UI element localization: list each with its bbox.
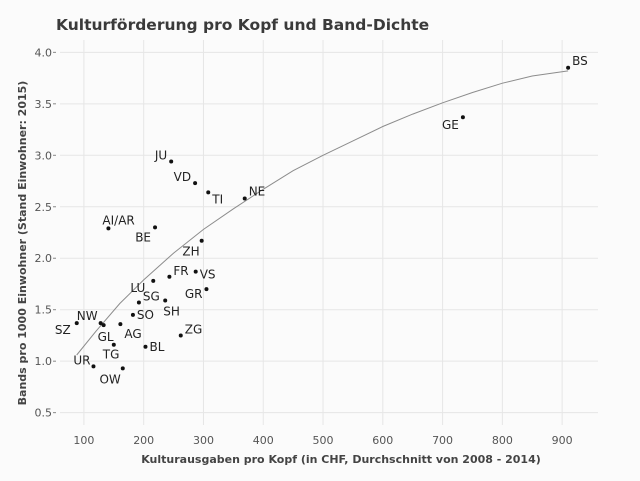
y-tick-label: 3.0 (35, 149, 53, 162)
y-tick-label: 2.5 (35, 201, 53, 214)
point-label: BE (135, 230, 151, 244)
point-label: LU (130, 281, 145, 295)
point-label: GL (98, 330, 114, 344)
x-tick-label: 100 (73, 434, 94, 447)
data-point (153, 225, 158, 230)
y-tick-label: 4.0 (35, 46, 53, 59)
x-tick-label: 700 (432, 434, 453, 447)
point-label: SG (143, 290, 160, 304)
data-point (143, 344, 148, 349)
data-point (167, 274, 172, 279)
point-label: SZ (55, 323, 71, 337)
point-label: VD (174, 170, 191, 184)
data-point (136, 300, 141, 305)
data-point (151, 278, 156, 283)
point-label: SH (163, 304, 180, 318)
y-tick-label: 0.5 (35, 407, 53, 420)
point-label: GR (185, 287, 203, 301)
data-point (130, 312, 135, 317)
data-point (111, 342, 116, 347)
point-label: ZG (185, 322, 203, 336)
point-label: BS (572, 54, 588, 68)
point-label: OW (99, 372, 120, 386)
data-point (74, 321, 79, 326)
x-tick-label: 500 (313, 434, 334, 447)
point-label: FR (173, 264, 188, 278)
data-point (566, 65, 571, 70)
y-axis-title: Bands pro 1000 Einwohner (Stand Einwohne… (16, 81, 29, 406)
data-point (178, 333, 183, 338)
data-point (206, 190, 211, 195)
data-point (204, 287, 209, 292)
data-point (98, 321, 103, 326)
y-tick-label: 1.5 (35, 304, 53, 317)
data-point (163, 298, 168, 303)
point-label: SO (137, 308, 154, 322)
x-tick-label: 600 (372, 434, 393, 447)
data-point (199, 238, 204, 243)
point-label: GE (442, 118, 459, 132)
data-point (193, 269, 198, 274)
y-tick-label: 1.0 (35, 355, 53, 368)
point-label: ZH (182, 245, 199, 259)
point-label: TG (102, 348, 120, 362)
point-label: JU (154, 148, 167, 162)
chart-title: Kulturförderung pro Kopf und Band-Dichte (56, 16, 429, 34)
x-axis-ticks: 100 200 300 400 500 600 700 800 900 (73, 434, 572, 447)
x-tick-label: 900 (552, 434, 573, 447)
point-label: UR (73, 353, 90, 367)
data-point (101, 323, 106, 328)
data-point (106, 226, 111, 231)
x-axis-title: Kulturausgaben pro Kopf (in CHF, Durchsc… (141, 453, 541, 466)
x-tick-label: 300 (193, 434, 214, 447)
x-tick-label: 400 (253, 434, 274, 447)
data-point (460, 115, 465, 120)
x-tick-label: 200 (133, 434, 154, 447)
x-tick-label: 800 (492, 434, 513, 447)
trend-line (76, 70, 569, 356)
point-label: NW (77, 309, 98, 323)
data-point (169, 159, 174, 164)
y-tick-label: 3.5 (35, 98, 53, 111)
grid (60, 40, 598, 425)
point-label: NE (249, 185, 266, 199)
y-axis-ticks: 0.5 1.0 1.5 2.0 2.5 3.0 3.5 4.0 (35, 46, 56, 420)
data-point (91, 364, 96, 369)
y-tick-label: 2.0 (35, 252, 53, 265)
data-point (242, 196, 247, 201)
data-point (118, 322, 123, 327)
point-label: VS (200, 268, 216, 282)
point-label: TI (211, 192, 223, 206)
point-label: BL (149, 340, 164, 354)
trend-line-group (76, 70, 569, 356)
data-point (120, 366, 125, 371)
point-label: AI/AR (102, 213, 134, 227)
point-label: AG (124, 327, 141, 341)
data-point (193, 181, 198, 186)
